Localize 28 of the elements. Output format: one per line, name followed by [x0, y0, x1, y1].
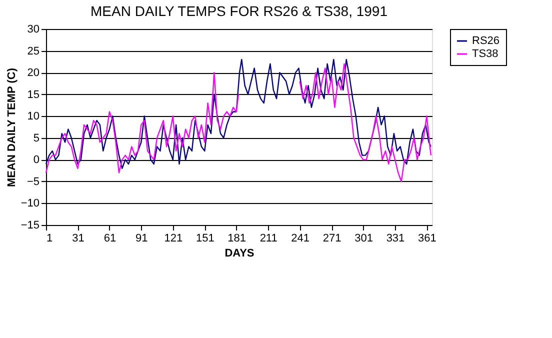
x-tick-label: 181 — [228, 232, 246, 244]
y-tick-label: 25 — [27, 45, 40, 58]
chart-title: MEAN DAILY TEMPS FOR RS26 & TS38, 1991 — [90, 3, 388, 19]
x-tick-label: 151 — [196, 232, 214, 244]
y-tick-label: −15 — [20, 220, 40, 232]
x-tick-label: 241 — [291, 232, 310, 244]
y-tick-label: 30 — [27, 24, 40, 36]
x-tick-label: 211 — [260, 232, 278, 244]
y-tick-label: −10 — [20, 198, 40, 210]
x-tick-label: 361 — [418, 232, 436, 244]
y-tick-label: 0 — [33, 154, 40, 166]
y-tick-label: 15 — [27, 88, 40, 101]
y-axis-title: MEAN DAILY TEMP (C) — [6, 68, 18, 187]
x-tick-label: 91 — [136, 232, 148, 244]
x-tick-label: 121 — [164, 232, 183, 244]
x-tick-label: 31 — [72, 232, 84, 244]
x-tick-label: 331 — [386, 232, 405, 244]
y-tick-label: −5 — [26, 176, 40, 188]
legend-label: RS26 — [472, 35, 500, 47]
x-tick-label: 1 — [46, 232, 53, 244]
x-axis-title: DAYS — [224, 248, 254, 260]
x-tick-label: 271 — [322, 232, 342, 244]
y-tick-label: 20 — [27, 67, 40, 80]
legend-label: TS38 — [472, 48, 498, 60]
y-tick-label: 5 — [33, 132, 40, 144]
y-tick-label: 10 — [27, 110, 40, 123]
x-tick-label: 61 — [104, 232, 116, 244]
x-tick-label: 301 — [354, 232, 373, 244]
